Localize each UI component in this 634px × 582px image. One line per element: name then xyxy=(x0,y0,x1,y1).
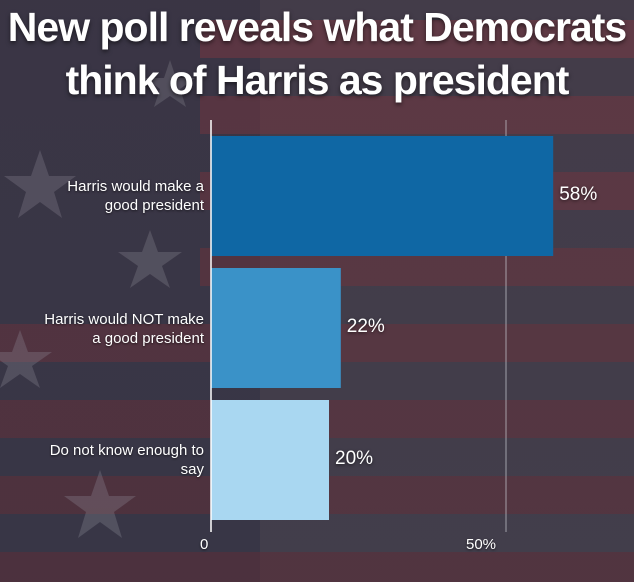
x-tick-label-50: 50% xyxy=(466,536,497,553)
category-label-2: Harris would NOT make a good president xyxy=(0,310,204,348)
category-label-3-line-2: say xyxy=(180,461,204,478)
bar-2 xyxy=(211,268,341,388)
value-label-1: 58% xyxy=(559,184,598,205)
category-label-2-line-2: a good president xyxy=(92,330,204,347)
category-label-2-line-1: Harris would NOT make xyxy=(44,311,204,328)
value-label-3: 20% xyxy=(335,448,374,469)
bar-1 xyxy=(211,136,554,256)
category-label-1-line-1: Harris would make a xyxy=(67,178,204,195)
value-label-2: 22% xyxy=(346,316,385,337)
category-label-3: Do not know enough to say xyxy=(0,441,204,479)
bar-3 xyxy=(211,400,329,520)
chart-title-line-1: New poll reveals what Democrats xyxy=(7,4,627,50)
category-label-1: Harris would make a good president xyxy=(0,177,204,215)
category-label-3-line-1: Do not know enough to xyxy=(49,442,204,459)
chart-title-line-2: think of Harris as president xyxy=(65,57,570,103)
x-tick-label-0: 0 xyxy=(200,536,209,553)
category-label-1-line-2: good president xyxy=(104,197,204,214)
